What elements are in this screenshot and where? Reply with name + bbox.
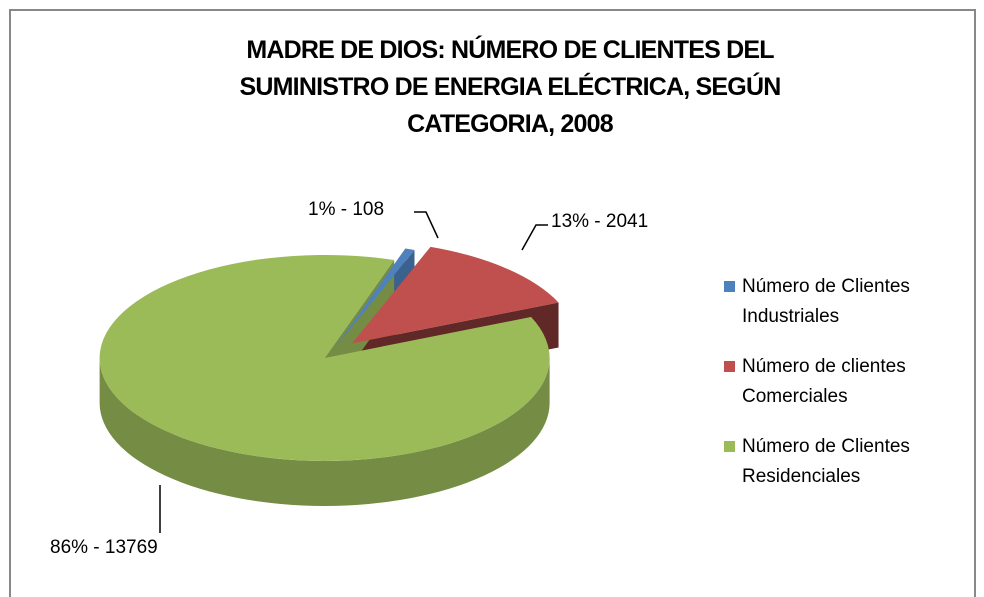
legend-entry: Número de clientes Comerciales — [724, 352, 974, 412]
legend-swatch — [724, 361, 735, 372]
legend-label: Número de Clientes Residenciales — [742, 436, 910, 487]
leader-line — [414, 211, 439, 239]
slice — [99, 254, 550, 461]
slice — [352, 246, 559, 344]
legend-entry: Número de Clientes Industriales — [724, 272, 974, 332]
leader-line — [521, 224, 548, 251]
legend-entry: Número de Clientes Residenciales — [724, 432, 974, 492]
data-label: 1% - 108 — [308, 199, 384, 220]
legend-swatch — [724, 441, 735, 452]
data-label: 13% - 2041 — [551, 211, 648, 232]
legend-label: Número de Clientes Industriales — [742, 276, 910, 327]
chart-title: MADRE DE DIOS: NÚMERO DE CLIENTES DEL SU… — [239, 36, 782, 138]
legend-label: Número de clientes Comerciales — [742, 356, 906, 407]
legend-swatch — [724, 281, 735, 292]
slice-side — [99, 357, 550, 506]
slice — [335, 248, 415, 347]
chart-border — [9, 9, 976, 597]
data-label: 86% - 13769 — [50, 537, 158, 558]
